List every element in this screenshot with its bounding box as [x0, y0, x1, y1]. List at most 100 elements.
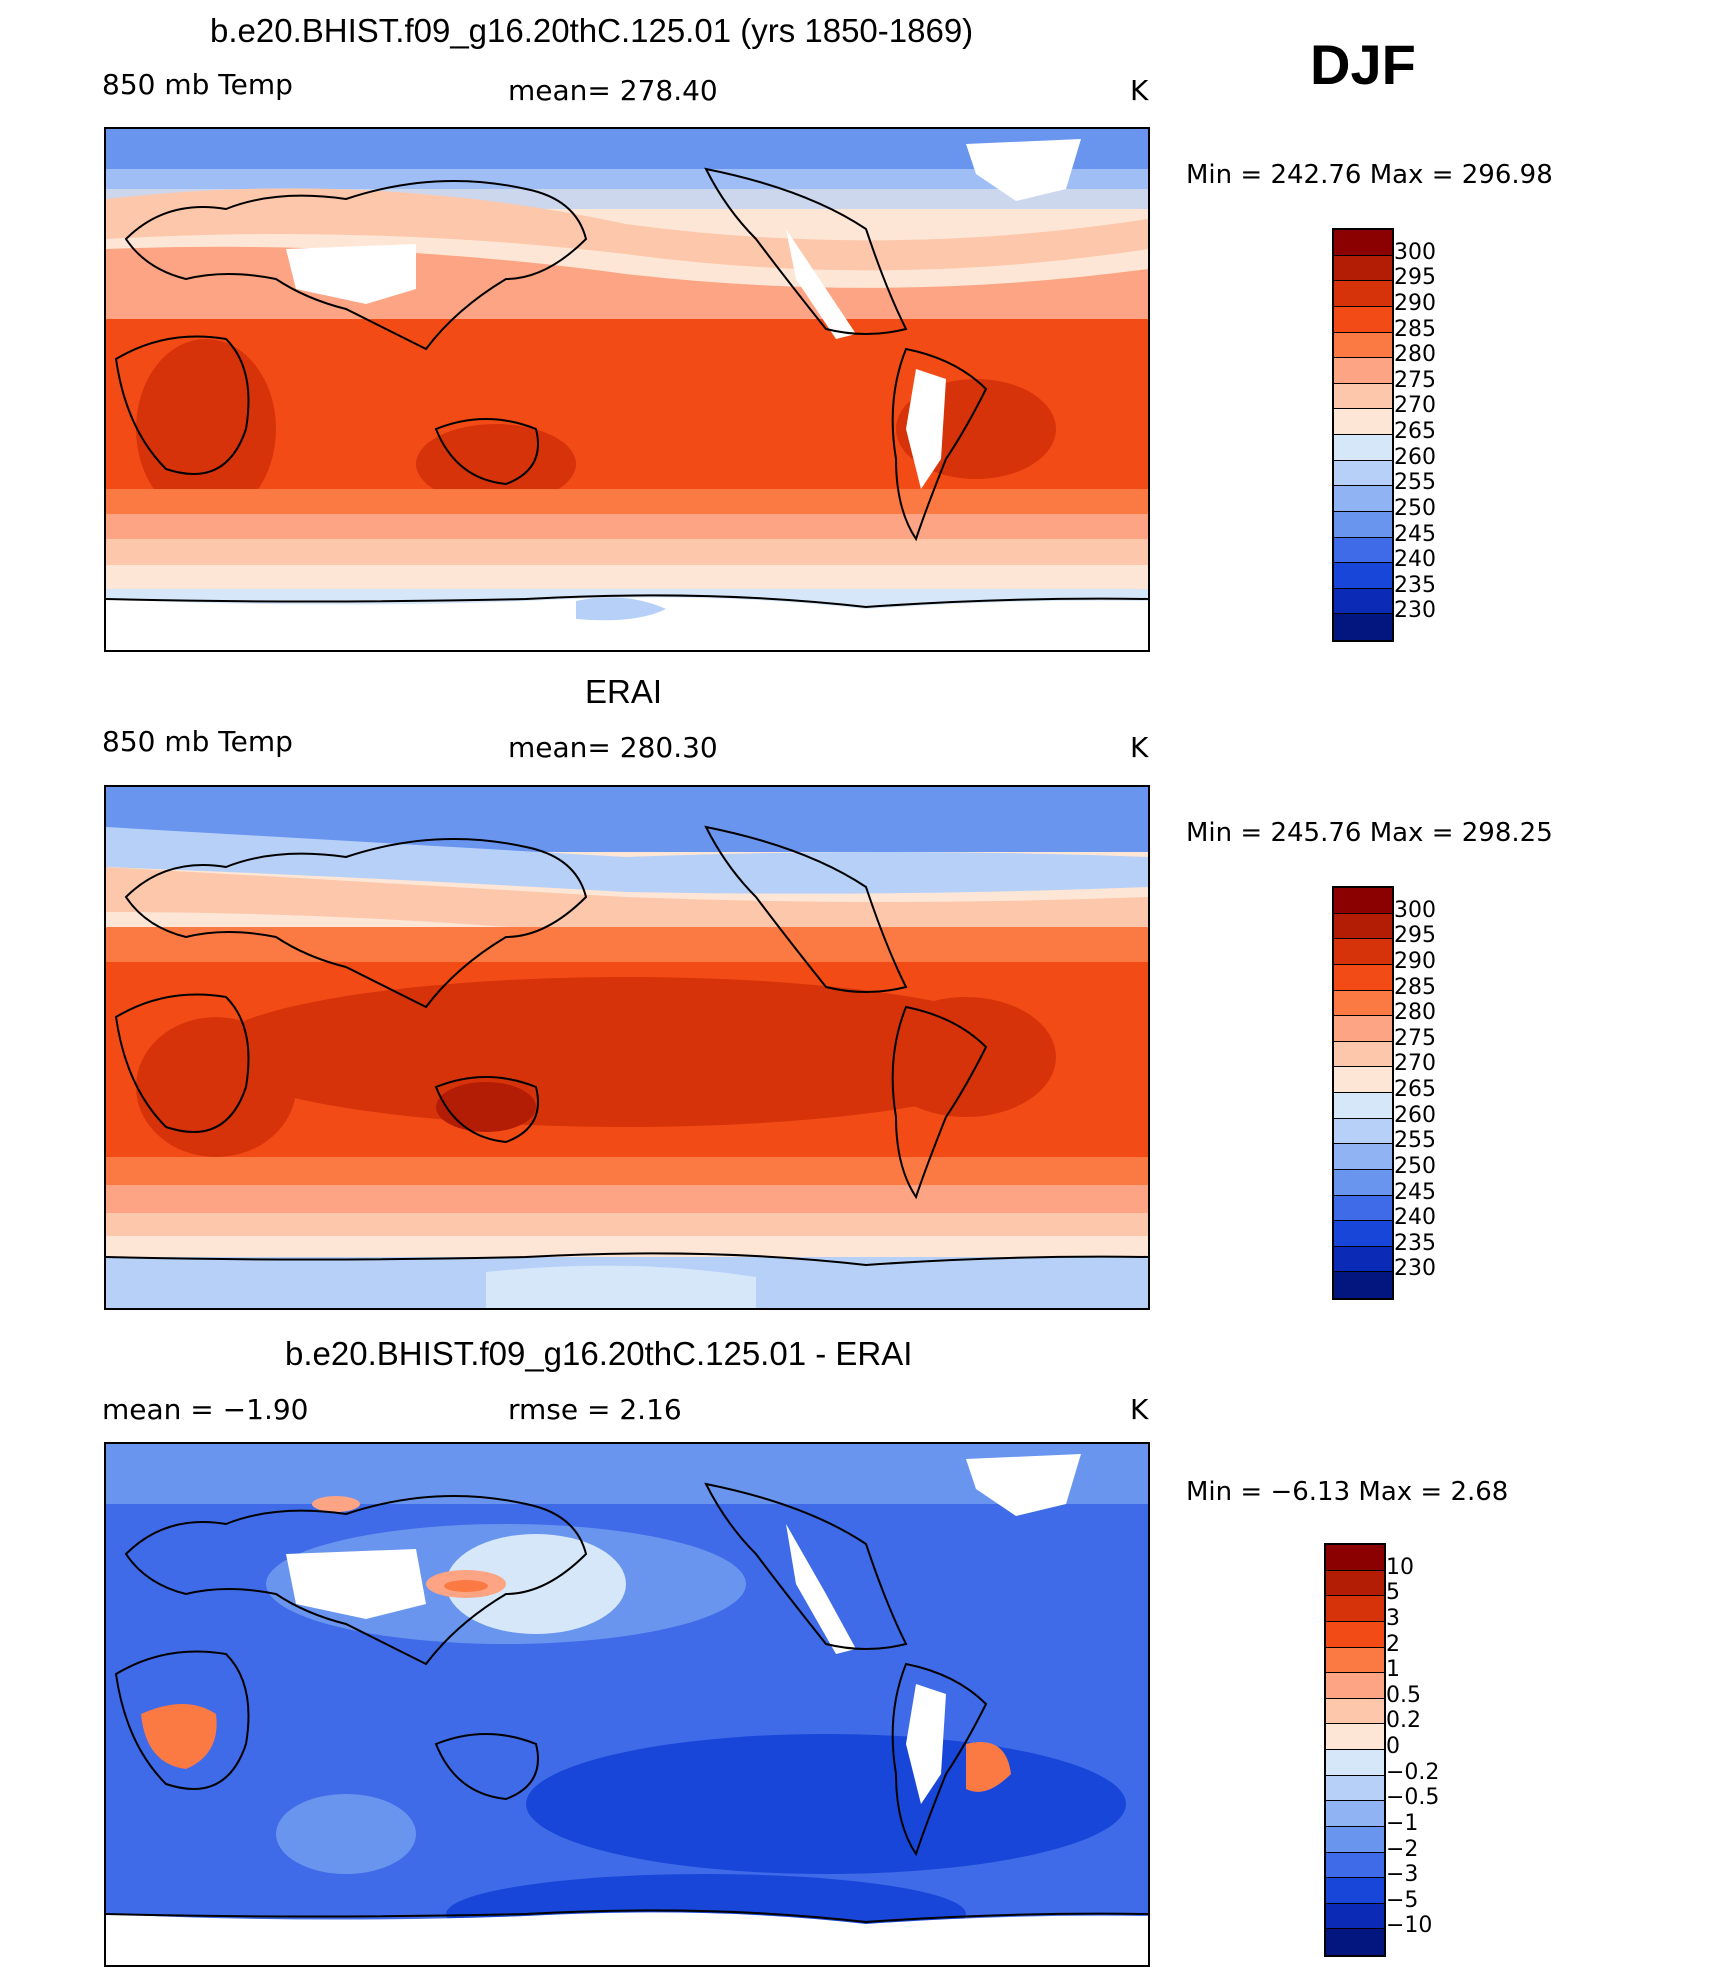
colorbar-tick-label: 5: [1386, 1580, 1400, 1606]
panel-1-colorbar-swatches: [1332, 228, 1394, 642]
colorbar-swatch: [1326, 1775, 1384, 1802]
colorbar-tick-label: 300: [1394, 897, 1436, 923]
panel-2-title: ERAI: [585, 673, 663, 710]
panel-2-map: [104, 785, 1150, 1310]
colorbar-swatch: [1326, 1596, 1384, 1622]
colorbar-swatch: [1334, 409, 1392, 435]
colorbar-swatch: [1334, 563, 1392, 589]
colorbar-tick-label: −2: [1386, 1836, 1419, 1862]
colorbar-tick-label: 260: [1394, 444, 1436, 470]
colorbar-swatch: [1334, 383, 1392, 410]
colorbar-swatch: [1334, 1272, 1392, 1298]
colorbar-tick-label: 250: [1394, 1153, 1436, 1179]
colorbar-swatch: [1334, 358, 1392, 384]
colorbar-swatch: [1334, 306, 1392, 333]
colorbar-swatch: [1326, 1826, 1384, 1853]
colorbar-swatch: [1326, 1570, 1384, 1597]
panel-3-units: K: [1130, 1393, 1149, 1426]
colorbar-tick-label: 0.5: [1386, 1682, 1421, 1708]
colorbar-tick-label: 0: [1386, 1734, 1400, 1759]
colorbar-tick-label: −5: [1386, 1887, 1419, 1913]
panel-2-colorbar-swatches: [1332, 886, 1394, 1300]
colorbar-tick-label: 1: [1386, 1657, 1400, 1683]
colorbar-tick-label: 0.2: [1386, 1708, 1421, 1734]
colorbar-tick-label: 270: [1394, 393, 1436, 419]
colorbar-tick-label: 250: [1394, 495, 1436, 521]
colorbar-tick-label: 230: [1394, 1256, 1436, 1282]
colorbar-tick-label: 270: [1394, 1051, 1436, 1077]
colorbar-swatch: [1334, 332, 1392, 359]
colorbar-tick-label: 285: [1394, 974, 1436, 1000]
colorbar-swatch: [1326, 1673, 1384, 1699]
colorbar-swatch: [1334, 1144, 1392, 1170]
panel-3-map: [104, 1442, 1150, 1967]
colorbar-swatch: [1334, 913, 1392, 940]
colorbar-tick-label: −1: [1386, 1810, 1419, 1836]
colorbar-swatch: [1326, 1929, 1384, 1955]
panel-1-mean: mean= 278.40: [508, 74, 718, 107]
colorbar-swatch: [1326, 1903, 1384, 1930]
colorbar-tick-label: 295: [1394, 265, 1436, 291]
colorbar-tick-label: 10: [1386, 1554, 1414, 1580]
colorbar-swatch: [1334, 1041, 1392, 1068]
colorbar-tick-label: 240: [1394, 1205, 1436, 1231]
panel-1-title: b.e20.BHIST.f09_g16.20thC.125.01 (yrs 18…: [210, 12, 974, 49]
colorbar-tick-label: 2: [1386, 1631, 1400, 1657]
colorbar-tick-label: 265: [1394, 419, 1436, 444]
panel-3-minmax: Min = −6.13 Max = 2.68: [1186, 1477, 1509, 1507]
panel-2-units: K: [1130, 731, 1149, 764]
colorbar-swatch: [1334, 537, 1392, 564]
colorbar-swatch: [1334, 939, 1392, 965]
panel-2-minmax: Min = 245.76 Max = 298.25: [1186, 818, 1553, 848]
colorbar-swatch: [1334, 1118, 1392, 1145]
colorbar-tick-label: 290: [1394, 290, 1436, 316]
colorbar-tick-label: 255: [1394, 470, 1436, 496]
colorbar-swatch: [1326, 1545, 1384, 1571]
colorbar-tick-label: −0.2: [1386, 1759, 1440, 1785]
colorbar-tick-label: 235: [1394, 1230, 1436, 1256]
colorbar-tick-label: −3: [1386, 1862, 1419, 1888]
colorbar-swatch: [1334, 1221, 1392, 1247]
panel-1-minmax: Min = 242.76 Max = 296.98: [1186, 160, 1553, 190]
colorbar-tick-label: 235: [1394, 572, 1436, 598]
colorbar-swatch: [1334, 486, 1392, 512]
colorbar-tick-label: 275: [1394, 367, 1436, 393]
colorbar-tick-label: −0.5: [1386, 1785, 1440, 1811]
colorbar-swatch: [1334, 888, 1392, 914]
panel-2-mean: mean= 280.30: [508, 731, 718, 764]
colorbar-tick-label: 280: [1394, 1000, 1436, 1026]
colorbar-swatch: [1326, 1878, 1384, 1904]
colorbar-swatch: [1334, 511, 1392, 538]
panel-3-mean: mean = −1.90: [102, 1393, 309, 1426]
colorbar-swatch: [1334, 435, 1392, 461]
colorbar-tick-label: 275: [1394, 1025, 1436, 1051]
colorbar-swatch: [1326, 1698, 1384, 1725]
colorbar-tick-label: 265: [1394, 1077, 1436, 1102]
colorbar-swatch: [1326, 1647, 1384, 1674]
colorbar-tick-label: −10: [1386, 1913, 1433, 1939]
colorbar-swatch: [1334, 614, 1392, 640]
colorbar-swatch: [1334, 588, 1392, 615]
colorbar-swatch: [1334, 281, 1392, 307]
colorbar-swatch: [1334, 990, 1392, 1017]
colorbar-swatch: [1334, 1195, 1392, 1222]
colorbar-tick-label: 290: [1394, 948, 1436, 974]
colorbar-tick-label: 245: [1394, 1179, 1436, 1205]
colorbar-tick-label: 240: [1394, 547, 1436, 573]
colorbar-swatch: [1334, 460, 1392, 487]
colorbar-swatch: [1326, 1750, 1384, 1776]
panel-1-units: K: [1130, 74, 1149, 107]
panel-2-variable: 850 mb Temp: [102, 725, 293, 758]
colorbar-swatch: [1334, 1067, 1392, 1093]
colorbar-tick-label: 280: [1394, 342, 1436, 368]
colorbar-tick-label: 285: [1394, 316, 1436, 342]
colorbar-tick-label: 230: [1394, 598, 1436, 624]
colorbar-tick-label: 255: [1394, 1128, 1436, 1154]
colorbar-swatch: [1334, 1016, 1392, 1042]
colorbar-tick-label: 300: [1394, 239, 1436, 265]
colorbar-swatch: [1334, 230, 1392, 256]
colorbar-swatch: [1326, 1801, 1384, 1827]
colorbar-swatch: [1326, 1621, 1384, 1648]
colorbar-tick-label: 245: [1394, 521, 1436, 547]
colorbar-tick-label: 295: [1394, 923, 1436, 949]
